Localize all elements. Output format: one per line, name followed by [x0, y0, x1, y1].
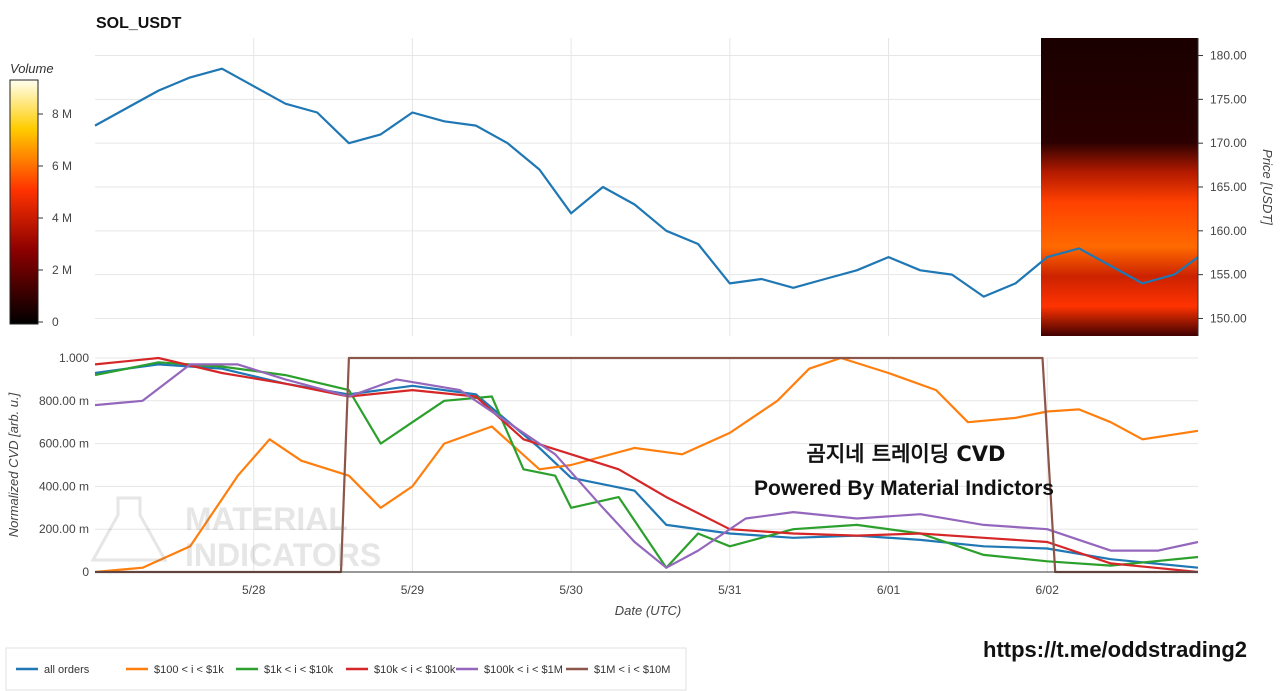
overlay-url: https://t.me/oddstrading2: [983, 637, 1247, 662]
colorbar-tick-label: 0: [52, 315, 59, 329]
cvd-panel: 0 200.00 m 400.00 m 600.00 m 800.00 m 1.000 5…: [6, 351, 1199, 618]
y-tick-label: 800.00 m: [39, 394, 89, 408]
price-axis-label: Price [USDT]: [1260, 149, 1275, 225]
watermark-line2: INDICATORS: [185, 537, 381, 573]
x-tick-label: 6/01: [877, 583, 901, 597]
volume-heatmap: [1041, 38, 1198, 336]
x-tick-label: 5/29: [401, 583, 425, 597]
y-tick-label: 155.00: [1210, 268, 1247, 282]
legend-item[interactable]: $10k < i < $100k: [374, 664, 456, 676]
legend-item[interactable]: all orders: [44, 664, 90, 676]
legend: all orders $100 < i < $1k $1k < i < $10k $1…: [5, 647, 687, 691]
chart-title: SOL_USDT: [96, 15, 182, 32]
colorbar-tick-label: 4 M: [52, 211, 72, 225]
x-axis-label: Date (UTC): [615, 603, 681, 618]
x-tick-label: 6/02: [1036, 583, 1060, 597]
y-tick-label: 170.00: [1210, 136, 1247, 150]
x-tick-label: 5/31: [718, 583, 742, 597]
price-panel: 150.00 155.00 160.00 165.00 170.00 175.00 180.…: [94, 38, 1275, 336]
y-tick-label: 400.00 m: [39, 479, 89, 493]
legend-item[interactable]: $1M < i < $10M: [594, 664, 670, 676]
colorbar-tick-label: 2 M: [52, 263, 72, 277]
y-tick-label: 600.00 m: [39, 437, 89, 451]
x-tick-label: 5/30: [559, 583, 583, 597]
cvd-axis-label: Normalized CVD [arb. u.]: [6, 392, 21, 537]
cvd-series-line: [94, 361, 1199, 569]
x-tick-label: 5/28: [242, 583, 266, 597]
y-tick-label: 160.00: [1210, 224, 1247, 238]
overlay-korean-title: 곰지네 트레이딩 CVD: [807, 442, 1006, 466]
volume-label: Volume: [10, 61, 54, 76]
cvd-series-line: [94, 363, 1199, 569]
colorbar-tick-label: 6 M: [52, 159, 72, 173]
y-tick-label: 180.00: [1210, 49, 1247, 63]
price-series-line: [94, 67, 1199, 298]
y-tick-label: 150.00: [1210, 311, 1247, 325]
legend-item[interactable]: $100k < i < $1M: [484, 664, 563, 676]
cvd-series-line: [94, 356, 1199, 574]
cvd-series-line: [94, 356, 1199, 574]
legend-item[interactable]: $100 < i < $1k: [154, 664, 224, 676]
flask-icon: [90, 496, 168, 562]
y-tick-label: 1.000: [59, 351, 89, 365]
watermark: MATERIAL INDICATORS: [90, 496, 381, 573]
overlay-powered-by: Powered By Material Indictors: [754, 477, 1054, 500]
y-tick-label: 0: [82, 565, 89, 579]
colorbar-tick-label: 8 M: [52, 107, 72, 121]
y-tick-label: 165.00: [1210, 180, 1247, 194]
y-tick-label: 200.00 m: [39, 522, 89, 536]
volume-colorbar: Volume 0 2 M 4 M 6 M 8 M: [9, 61, 72, 329]
watermark-line1: MATERIAL: [185, 501, 348, 537]
y-tick-label: 175.00: [1210, 92, 1247, 106]
legend-item[interactable]: $1k < i < $10k: [264, 664, 334, 676]
